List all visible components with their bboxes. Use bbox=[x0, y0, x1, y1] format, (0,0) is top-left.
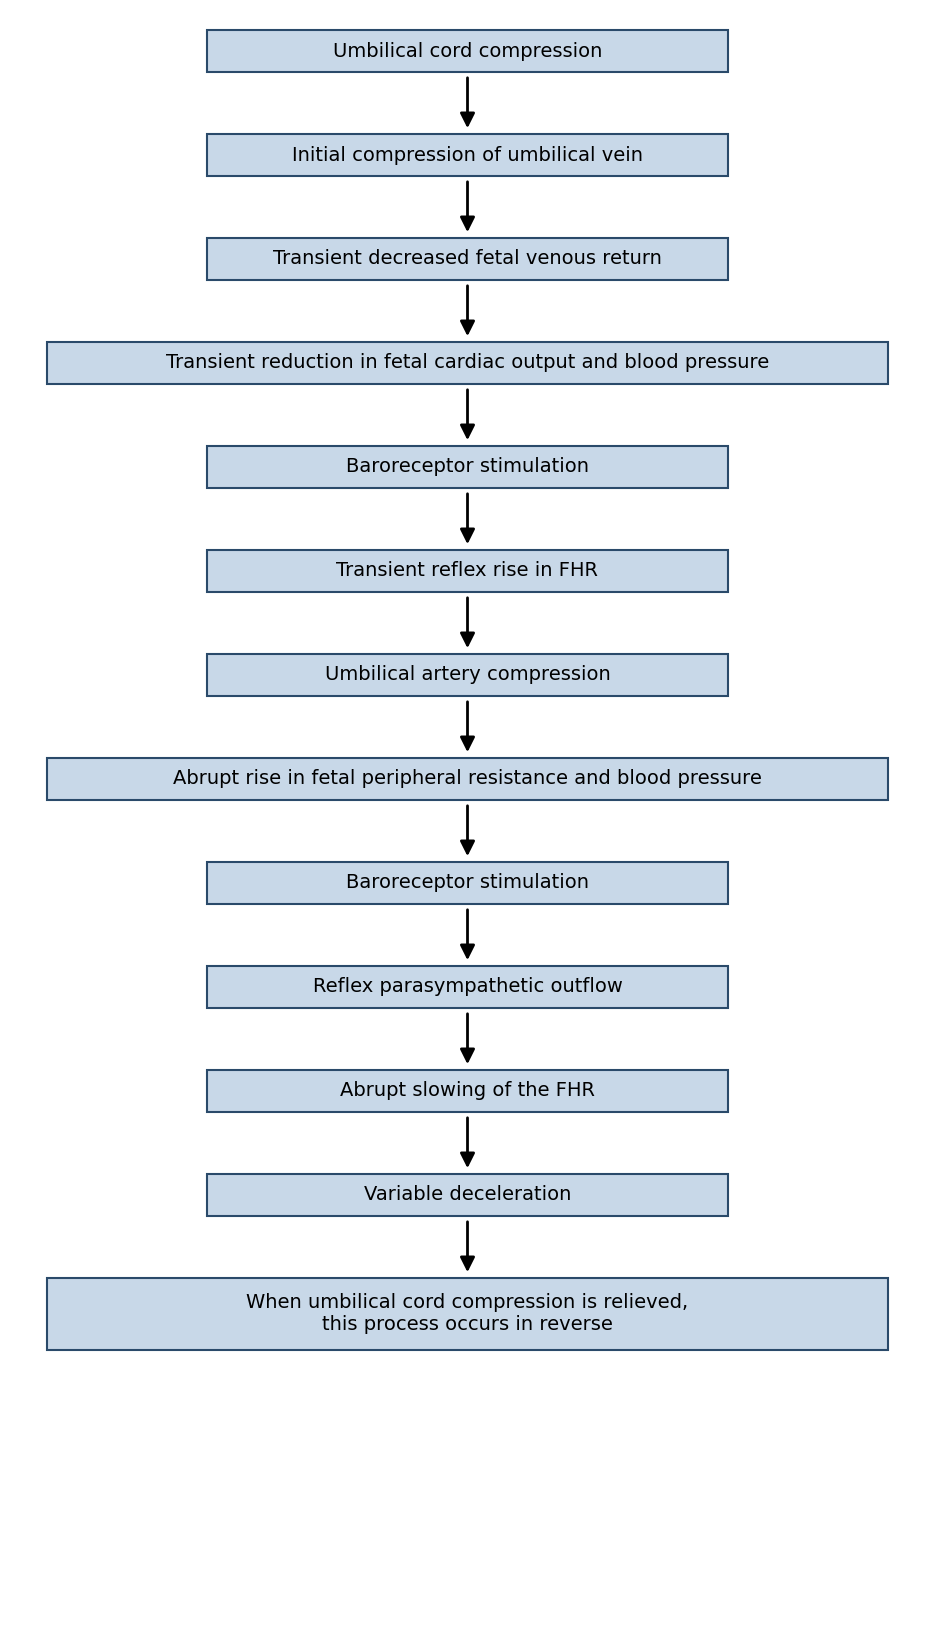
FancyBboxPatch shape bbox=[48, 342, 887, 385]
FancyBboxPatch shape bbox=[48, 1277, 887, 1350]
Text: Transient decreased fetal venous return: Transient decreased fetal venous return bbox=[273, 250, 662, 268]
Text: Initial compression of umbilical vein: Initial compression of umbilical vein bbox=[292, 146, 643, 164]
FancyBboxPatch shape bbox=[208, 30, 727, 72]
Text: Abrupt rise in fetal peripheral resistance and blood pressure: Abrupt rise in fetal peripheral resistan… bbox=[173, 769, 762, 789]
FancyBboxPatch shape bbox=[208, 654, 727, 695]
Text: Baroreceptor stimulation: Baroreceptor stimulation bbox=[346, 873, 589, 893]
Text: Umbilical cord compression: Umbilical cord compression bbox=[333, 41, 602, 61]
FancyBboxPatch shape bbox=[208, 1070, 727, 1111]
Text: Transient reflex rise in FHR: Transient reflex rise in FHR bbox=[337, 562, 598, 580]
FancyBboxPatch shape bbox=[48, 758, 887, 801]
Text: When umbilical cord compression is relieved,
this process occurs in reverse: When umbilical cord compression is relie… bbox=[247, 1294, 688, 1335]
FancyBboxPatch shape bbox=[208, 446, 727, 488]
Text: Reflex parasympathetic outflow: Reflex parasympathetic outflow bbox=[312, 978, 623, 996]
FancyBboxPatch shape bbox=[208, 135, 727, 176]
Text: Transient reduction in fetal cardiac output and blood pressure: Transient reduction in fetal cardiac out… bbox=[165, 353, 770, 373]
Text: Umbilical artery compression: Umbilical artery compression bbox=[324, 666, 611, 684]
Text: Variable deceleration: Variable deceleration bbox=[364, 1185, 571, 1205]
Text: Baroreceptor stimulation: Baroreceptor stimulation bbox=[346, 457, 589, 477]
FancyBboxPatch shape bbox=[208, 1174, 727, 1217]
FancyBboxPatch shape bbox=[208, 551, 727, 592]
FancyBboxPatch shape bbox=[208, 238, 727, 279]
Text: Abrupt slowing of the FHR: Abrupt slowing of the FHR bbox=[340, 1082, 595, 1100]
FancyBboxPatch shape bbox=[208, 967, 727, 1008]
FancyBboxPatch shape bbox=[208, 861, 727, 904]
